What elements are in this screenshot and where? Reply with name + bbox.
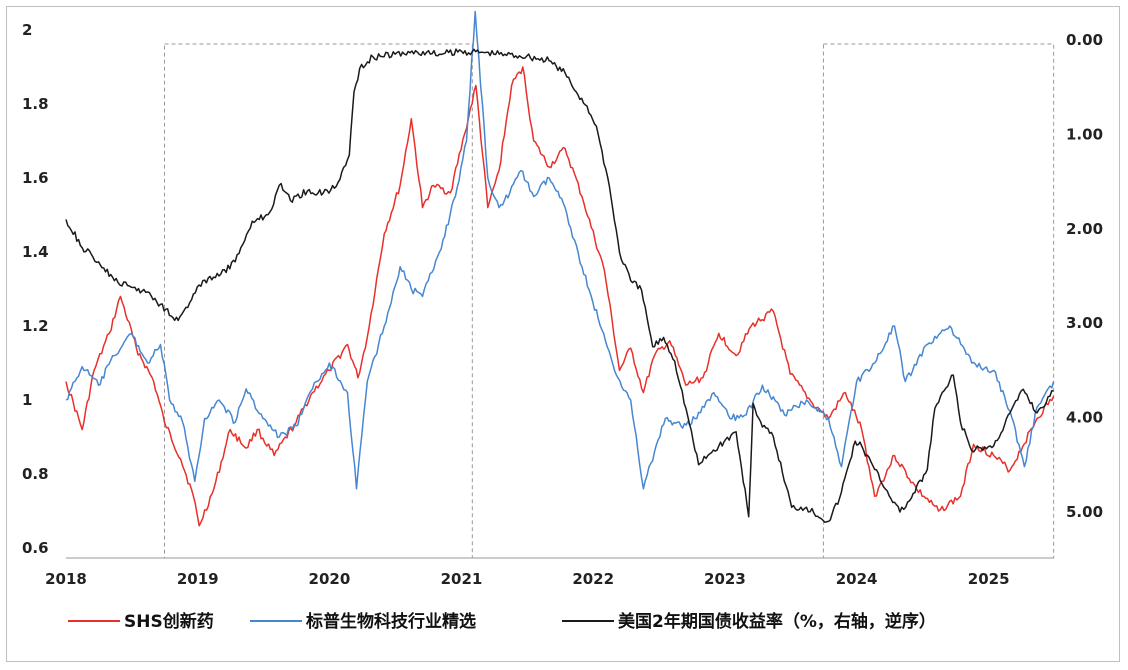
y-left-tick-label: 2 — [22, 21, 32, 39]
legend-label-2: 标普生物科技行业精选 — [306, 611, 476, 632]
x-tick-label: 2024 — [836, 570, 878, 588]
chart-frame — [6, 6, 1120, 662]
x-axis-ticks: 2018 2019 2020 2021 2022 2023 2024 2025 — [45, 570, 1009, 588]
y-left-tick-label: 0.8 — [22, 465, 49, 483]
y-right-tick-label: 0.00 — [1066, 31, 1103, 49]
x-tick-label: 2020 — [309, 570, 351, 588]
y-right-tick-label: 5.00 — [1066, 503, 1103, 521]
y-right-tick-label: 1.00 — [1066, 125, 1103, 143]
y-left-tick-label: 0.6 — [22, 539, 49, 557]
x-tick-label: 2023 — [704, 570, 746, 588]
y-axis-right-ticks: 0.00 1.00 2.00 3.00 4.00 5.00 — [1066, 31, 1103, 521]
y-left-tick-label: 1.4 — [22, 243, 49, 261]
x-tick-label: 2019 — [177, 570, 219, 588]
highlight-period-1 — [164, 43, 473, 559]
x-tick-label: 2022 — [572, 570, 614, 588]
y-right-tick-label: 3.00 — [1066, 314, 1103, 332]
series-line-1 — [65, 66, 1055, 527]
legend: SHS创新药 标普生物科技行业精选 美国2年期国债收益率（%，右轴，逆序） — [68, 611, 936, 632]
x-tick-label: 2025 — [968, 570, 1010, 588]
series-lines — [65, 10, 1055, 527]
legend-label-3: 美国2年期国债收益率（%，右轴，逆序） — [618, 611, 936, 632]
highlight-period-2 — [822, 43, 1055, 559]
series-line-2 — [65, 10, 1055, 490]
x-tick-label: 2018 — [45, 570, 87, 588]
legend-label-1: SHS创新药 — [124, 611, 214, 632]
x-tick-label: 2021 — [441, 570, 483, 588]
series-line-3 — [65, 48, 1054, 524]
y-right-tick-label: 4.00 — [1066, 409, 1103, 427]
y-left-tick-label: 1.8 — [22, 95, 49, 113]
y-axis-left-ticks: 2 1.8 1.6 1.4 1.2 1 0.8 0.6 — [22, 21, 49, 557]
y-left-tick-label: 1.2 — [22, 317, 49, 335]
y-left-tick-label: 1.6 — [22, 169, 49, 187]
y-left-tick-label: 1 — [22, 391, 32, 409]
y-right-tick-label: 2.00 — [1066, 220, 1103, 238]
